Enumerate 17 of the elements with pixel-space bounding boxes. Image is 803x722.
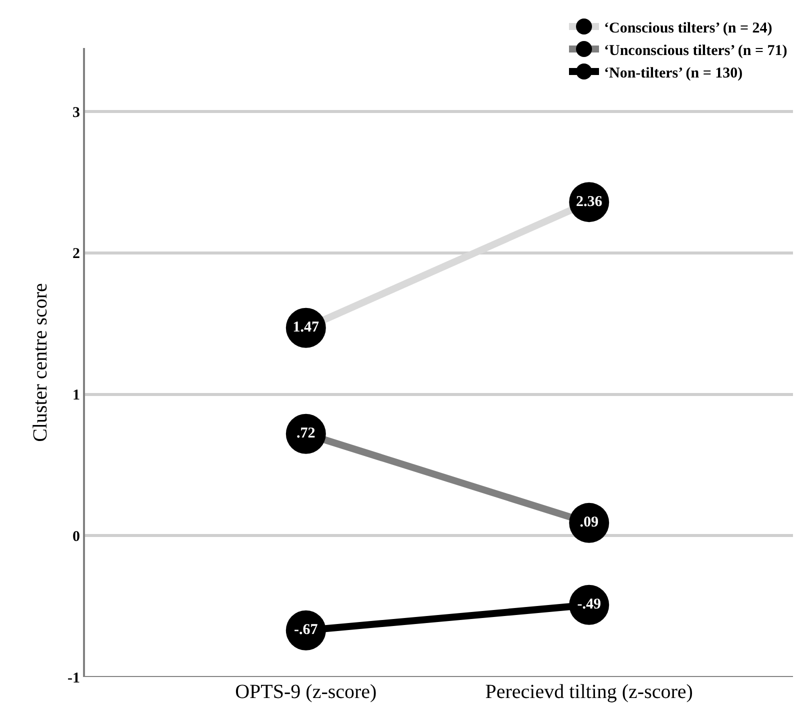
data-label: .09 [580,514,598,531]
legend-label: ‘Conscious tilters’ (n = 24) [604,20,772,36]
x-tick-label: Perecievd tilting (z-score) [485,681,693,703]
data-label: 2.36 [576,194,603,210]
y-tick-label: -1 [68,670,80,686]
data-label: 1.47 [292,320,320,336]
y-tick-label: 3 [72,104,80,121]
legend-label: ‘Unconscious tilters’ (n = 71) [604,42,788,59]
y-tick-label: 2 [72,246,80,262]
x-tick-label: OPTS-9 (z-score) [235,681,377,703]
y-axis-title: Cluster centre score [30,282,52,442]
y-tick-label: 0 [72,528,80,545]
data-label: .72 [296,426,316,442]
legend-label: ‘Non-tilters’ (n = 130) [604,65,743,82]
y-tick-label: 1 [72,388,80,404]
data-label: -.49 [577,596,601,613]
data-label: -.67 [294,622,318,638]
